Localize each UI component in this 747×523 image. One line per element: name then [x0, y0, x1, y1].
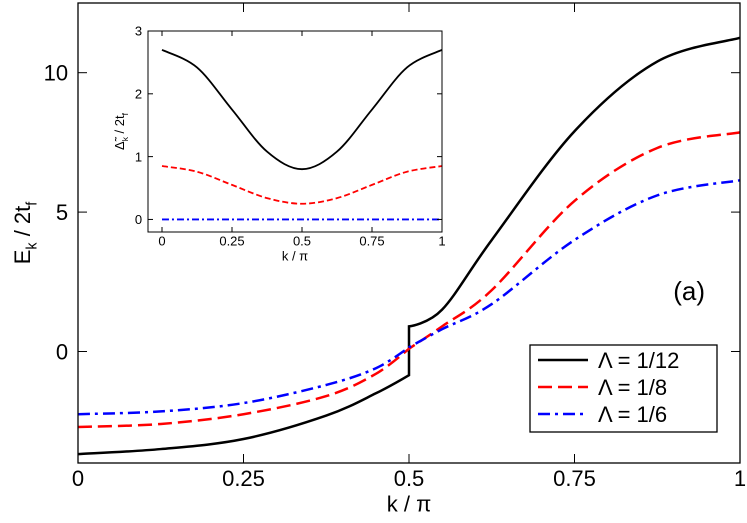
y-axis-label-part: / 2t [10, 206, 35, 243]
y-axis-label-sub: k [25, 242, 41, 250]
legend-label: Λ = 1/6 [598, 402, 667, 427]
series-line [77, 131, 741, 429]
x-tick-label: 0.25 [219, 234, 244, 249]
x-axis-label: k / π [282, 249, 308, 264]
x-tick-label: 0.75 [359, 234, 384, 249]
series-line [77, 179, 741, 416]
annotation: (a) [673, 276, 705, 306]
y-tick-label: 5 [56, 200, 68, 225]
legend-label: Λ = 1/12 [598, 348, 679, 373]
y-tick-label: 0 [56, 339, 68, 364]
series-line [161, 165, 443, 205]
plot-frame [147, 30, 443, 233]
x-axis-label: k / π [387, 491, 432, 516]
x-tick-label: 0.5 [293, 234, 311, 249]
y-tick-label: 2 [135, 86, 142, 101]
y-axis-label-part: E [10, 250, 35, 265]
y-axis-label-sub: f [25, 202, 41, 206]
y-axis-label-sub: f [120, 112, 130, 115]
y-tick-label: 1 [135, 149, 142, 164]
y-tick-label: 3 [135, 24, 142, 39]
x-tick-label: 1 [734, 466, 746, 491]
x-tick-label: 1 [438, 234, 445, 249]
y-axis-label-part: / 2t [112, 115, 127, 137]
x-tick-label: 0 [158, 234, 165, 249]
x-tick-label: 0.75 [553, 466, 596, 491]
series-line [161, 49, 443, 171]
x-tick-label: 0 [72, 466, 84, 491]
x-tick-label: 0.25 [222, 466, 265, 491]
y-tick-label: 10 [44, 61, 68, 86]
legend: Λ = 1/12Λ = 1/8Λ = 1/6 [529, 344, 718, 433]
series-line [77, 36, 741, 456]
x-tick-label: 0.5 [394, 466, 425, 491]
legend-label: Λ = 1/8 [598, 375, 667, 400]
y-tick-label: 0 [135, 212, 142, 227]
y-axis-label-sub: k [120, 136, 130, 141]
y-axis-label: Ek / 2tf [10, 202, 41, 265]
plot-area [148, 31, 442, 232]
